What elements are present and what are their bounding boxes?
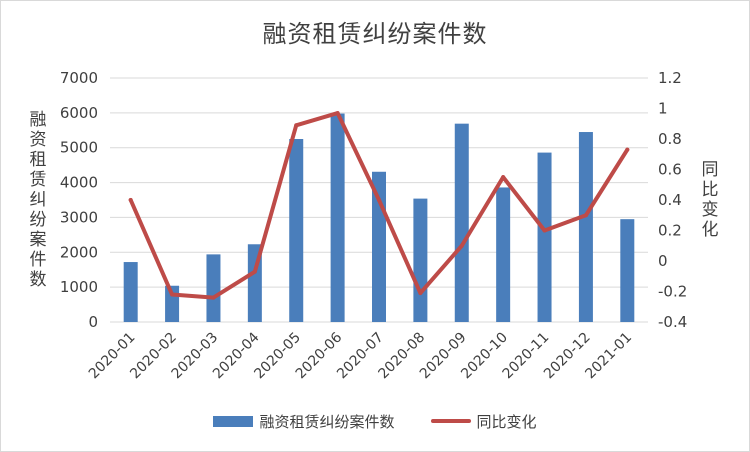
legend-label-bars: 融资租赁纠纷案件数: [259, 412, 395, 431]
legend-swatch-line: [430, 419, 471, 423]
y-tick-label-left: 6000: [60, 104, 98, 122]
bar: [620, 219, 635, 322]
bar: [330, 113, 345, 322]
bar: [496, 187, 511, 322]
line-point: [542, 228, 547, 233]
y-tick-label-right: 1: [658, 100, 668, 118]
chart-title: 融资租赁纠纷案件数: [262, 20, 488, 48]
bar: [537, 152, 552, 322]
y-tick-label-left: 5000: [60, 139, 98, 157]
legend-label-line: 同比变化: [476, 412, 537, 431]
line-point: [418, 291, 423, 296]
bar: [578, 132, 593, 322]
y-tick-label-right: 0: [658, 252, 668, 270]
y-axis-right-label: 同比变化: [701, 160, 719, 240]
bar: [413, 198, 428, 322]
line-point: [625, 147, 630, 152]
bar: [289, 139, 304, 322]
y-tick-label-right: 0.8: [658, 130, 682, 148]
line-point: [501, 175, 506, 180]
y-tick-label-left: 7000: [60, 69, 98, 87]
bar: [123, 262, 138, 322]
line-point: [294, 123, 299, 128]
legend-item-line: 同比变化: [430, 411, 537, 432]
y-tick-label-left: 3000: [60, 208, 98, 226]
y-tick-label-right: 0.2: [658, 222, 682, 240]
line-point: [170, 292, 175, 297]
y-tick-label-right: 0.4: [658, 191, 682, 209]
y-tick-label-left: 0: [88, 313, 98, 331]
y-tick-label-left: 4000: [60, 174, 98, 192]
y-tick-label-right: 1.2: [658, 69, 682, 87]
y-tick-label-right: -0.4: [658, 313, 687, 331]
y-tick-label-left: 2000: [60, 243, 98, 261]
y-tick-label-left: 1000: [60, 278, 98, 296]
bar: [454, 123, 469, 322]
legend: 融资租赁纠纷案件数 同比变化: [0, 408, 750, 434]
line-point: [583, 213, 588, 218]
y-tick-label-right: 0.6: [658, 161, 682, 179]
legend-swatch-bars: [213, 415, 254, 427]
line-point: [459, 243, 464, 248]
y-tick-label-right: -0.2: [658, 283, 687, 301]
bar: [206, 254, 221, 322]
line-point: [128, 198, 133, 202]
line-point: [335, 111, 340, 116]
line-point: [252, 269, 257, 274]
legend-item-bars: 融资租赁纠纷案件数: [213, 411, 395, 432]
line-point: [211, 295, 216, 300]
line-point: [377, 198, 381, 202]
y-axis-left-label: 融资租赁纠纷案件数: [29, 110, 47, 290]
